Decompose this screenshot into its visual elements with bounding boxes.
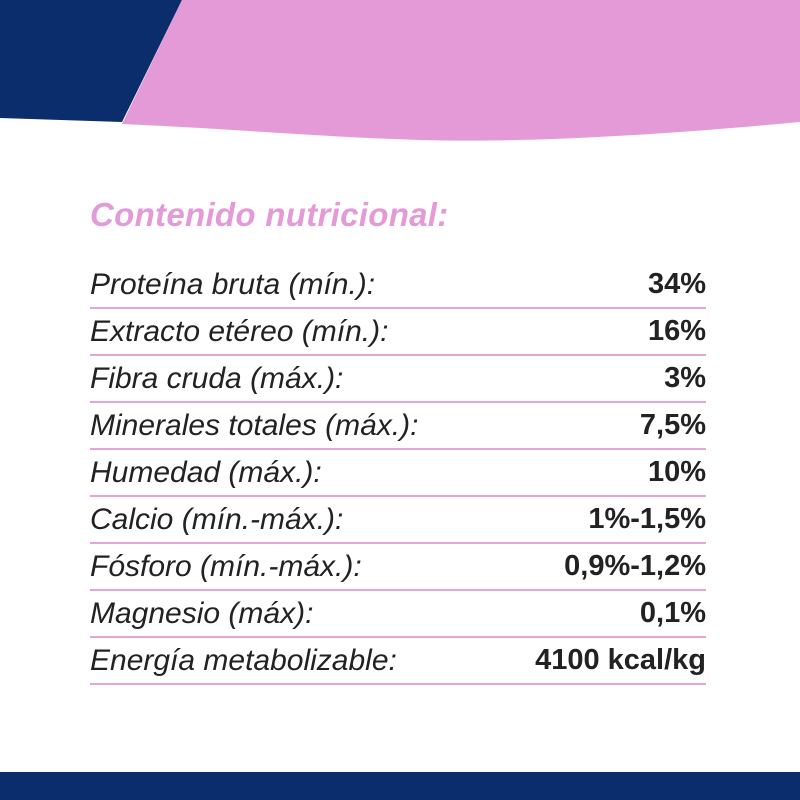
- nutrition-row-fat: Extracto etéreo (mín.): 16%: [90, 309, 706, 356]
- header-decoration: [0, 0, 800, 145]
- nutrient-label: Proteína bruta (mín.):: [90, 267, 376, 301]
- nutrient-label: Fósforo (mín.-máx.):: [90, 549, 362, 583]
- section-title: Contenido nutricional:: [90, 196, 449, 233]
- nutrient-value: 10%: [647, 456, 706, 488]
- nutrition-row-phosphorus: Fósforo (mín.-máx.): 0,9%-1,2%: [90, 544, 706, 591]
- nutrition-row-magnesium: Magnesio (máx): 0,1%: [90, 591, 706, 638]
- nutrition-row-fiber: Fibra cruda (máx.): 3%: [90, 356, 706, 403]
- nutrient-label: Minerales totales (máx.):: [90, 408, 419, 442]
- nutrition-row-protein: Proteína bruta (mín.): 34%: [90, 262, 706, 309]
- nutrient-label: Humedad (máx.):: [90, 455, 322, 489]
- nutrient-value: 0,1%: [639, 597, 706, 629]
- nutrition-row-calcium: Calcio (mín.-máx.): 1%-1,5%: [90, 497, 706, 544]
- nutrient-value: 1%-1,5%: [588, 503, 706, 535]
- nutrition-row-energy: Energía metabolizable: 4100 kcal/kg: [90, 638, 706, 685]
- header-navy-shape: [0, 0, 182, 122]
- footer-bar: [0, 772, 800, 800]
- nutrition-table: Proteína bruta (mín.): 34% Extracto etér…: [90, 262, 706, 685]
- nutrient-value: 0,9%-1,2%: [564, 550, 706, 582]
- nutrient-value: 7,5%: [639, 409, 706, 441]
- nutrition-row-minerals: Minerales totales (máx.): 7,5%: [90, 403, 706, 450]
- nutrient-label: Calcio (mín.-máx.):: [90, 502, 344, 536]
- nutrient-label: Fibra cruda (máx.):: [90, 361, 344, 395]
- nutrient-value: 16%: [647, 315, 706, 347]
- nutrient-value: 3%: [664, 362, 706, 394]
- nutrient-label: Extracto etéreo (mín.):: [90, 314, 389, 348]
- nutrient-value: 4100 kcal/kg: [535, 644, 706, 676]
- header-pink-wave: [122, 0, 800, 141]
- nutrition-row-moisture: Humedad (máx.): 10%: [90, 450, 706, 497]
- nutrient-value: 34%: [647, 268, 706, 300]
- nutrient-label: Magnesio (máx):: [90, 596, 314, 630]
- nutrient-label: Energía metabolizable:: [90, 643, 397, 677]
